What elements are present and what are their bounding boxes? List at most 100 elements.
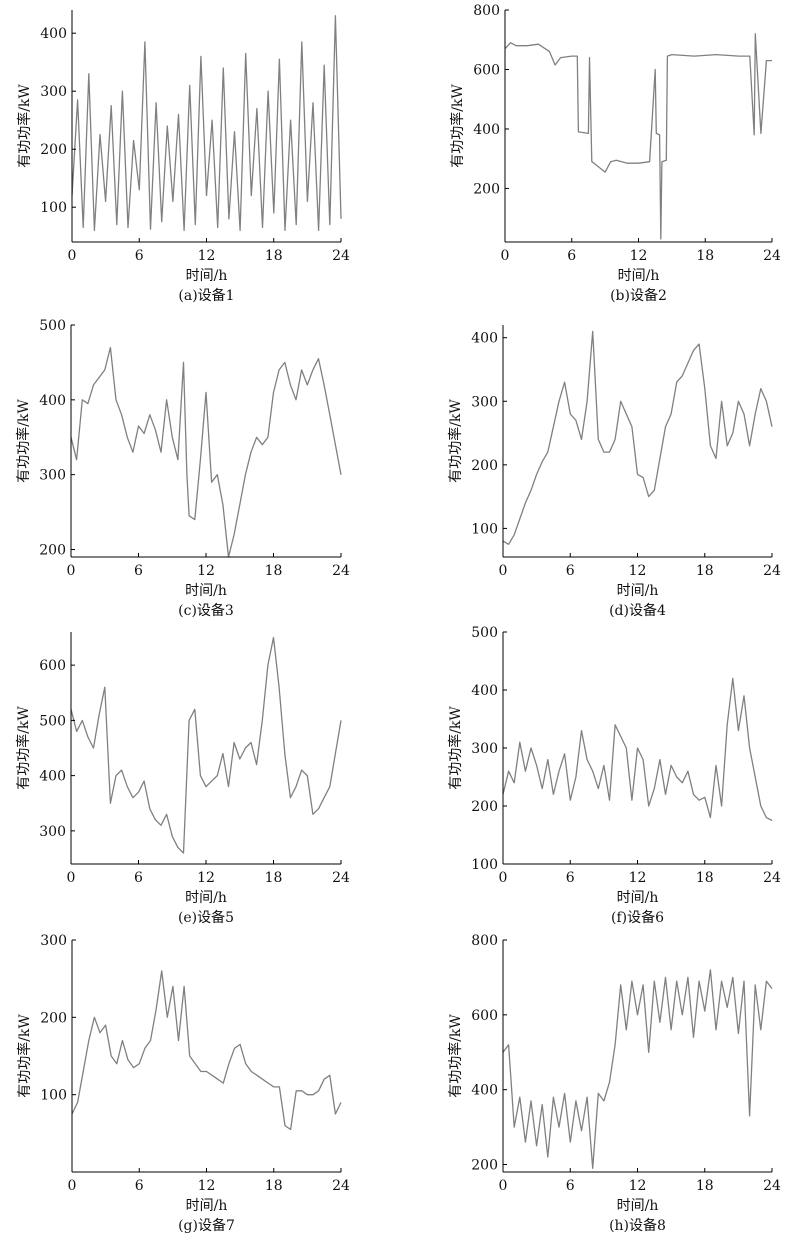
x-tick-label: 18 xyxy=(265,248,283,264)
panel-caption: (e)设备5 xyxy=(178,909,234,926)
series-line xyxy=(504,33,772,240)
x-axis-label: 时间/h xyxy=(617,890,659,906)
y-axis-label: 有功功率/kW xyxy=(449,84,466,168)
x-tick-label: 18 xyxy=(696,248,714,264)
x-tick-label: 12 xyxy=(629,563,647,579)
x-tick-label: 6 xyxy=(566,870,575,886)
x-tick-label: 12 xyxy=(629,870,647,886)
y-tick-label: 200 xyxy=(473,181,500,197)
y-tick-label: 300 xyxy=(471,741,498,757)
x-tick-label: 0 xyxy=(68,248,77,264)
x-tick-label: 0 xyxy=(499,1178,508,1194)
series-line xyxy=(502,969,773,1169)
y-tick-label: 800 xyxy=(471,933,498,949)
y-tick-label: 400 xyxy=(471,331,498,347)
panel-caption: (b)设备2 xyxy=(610,287,667,304)
chart-panel-4: 0 6 12 18 24 100 200 300 400 时间/h 有功功率/kW (d)设备4 xyxy=(447,325,781,619)
chart-panel-3: 0 6 12 18 24 200 300 400 500 时间/h 有功功率/kW (c)设备3 xyxy=(15,318,350,619)
series-line xyxy=(71,970,342,1131)
x-tick-label: 12 xyxy=(630,248,648,264)
x-tick-label: 18 xyxy=(265,870,283,886)
panel-caption: (h)设备8 xyxy=(609,1217,666,1234)
x-tick-label: 24 xyxy=(763,248,781,264)
x-tick-label: 6 xyxy=(567,248,576,264)
y-tick-label: 300 xyxy=(39,824,66,840)
y-tick-label: 200 xyxy=(471,1158,498,1174)
series-line xyxy=(502,330,773,545)
x-tick-label: 18 xyxy=(696,1178,714,1194)
series-line xyxy=(71,15,342,232)
x-axis-label: 时间/h xyxy=(185,890,227,906)
y-axis-label: 有功功率/kW xyxy=(15,399,32,483)
y-tick-label: 500 xyxy=(39,318,66,334)
series-line xyxy=(502,677,773,822)
y-tick-label: 200 xyxy=(40,1010,67,1026)
y-axis-label: 有功功率/kW xyxy=(16,1014,33,1098)
x-tick-label: 24 xyxy=(332,563,350,579)
y-axis-label: 有功功率/kW xyxy=(15,706,32,790)
x-tick-label: 6 xyxy=(566,563,575,579)
x-tick-label: 24 xyxy=(763,1178,781,1194)
y-tick-label: 400 xyxy=(471,1083,498,1099)
x-tick-label: 6 xyxy=(135,1178,144,1194)
x-tick-label: 12 xyxy=(197,563,215,579)
y-tick-label: 300 xyxy=(40,933,67,949)
y-tick-label: 400 xyxy=(39,769,66,785)
x-tick-label: 24 xyxy=(332,1178,350,1194)
x-tick-label: 24 xyxy=(763,563,781,579)
x-tick-label: 0 xyxy=(67,870,76,886)
panel-caption: (d)设备4 xyxy=(609,602,666,619)
y-tick-label: 300 xyxy=(40,84,67,100)
x-tick-label: 12 xyxy=(197,870,215,886)
y-tick-label: 300 xyxy=(39,468,66,484)
x-tick-label: 6 xyxy=(134,870,143,886)
x-tick-label: 18 xyxy=(696,870,714,886)
y-tick-label: 400 xyxy=(471,683,498,699)
y-tick-label: 400 xyxy=(473,122,500,138)
y-tick-label: 300 xyxy=(471,394,498,410)
x-axis-label: 时间/h xyxy=(186,1198,228,1214)
y-axis-label: 有功功率/kW xyxy=(447,1014,464,1098)
series-line xyxy=(70,636,342,854)
chart-panel-6: 0 6 12 18 24 100 200 300 400 500 时间/h 有功功率/kW (f)设备6 xyxy=(447,625,781,926)
x-axis-label: 时间/h xyxy=(617,1198,659,1214)
panel-caption: (c)设备3 xyxy=(178,602,234,619)
y-tick-label: 800 xyxy=(473,3,500,19)
y-tick-label: 600 xyxy=(471,1008,498,1024)
x-axis-label: 时间/h xyxy=(617,583,659,599)
y-axis-label: 有功功率/kW xyxy=(447,706,464,790)
y-tick-label: 100 xyxy=(40,1088,67,1104)
chart-panel-7: 0 6 12 18 24 100 200 300 时间/h 有功功率/kW (g)设备7 xyxy=(16,933,350,1234)
y-axis-label: 有功功率/kW xyxy=(16,84,33,168)
x-axis-label: 时间/h xyxy=(186,268,228,284)
y-tick-label: 200 xyxy=(471,458,498,474)
y-tick-label: 200 xyxy=(471,799,498,815)
x-tick-label: 0 xyxy=(501,248,510,264)
x-tick-label: 6 xyxy=(134,563,143,579)
x-tick-label: 18 xyxy=(265,1178,283,1194)
y-tick-label: 400 xyxy=(40,26,67,42)
y-tick-label: 200 xyxy=(40,142,67,158)
y-tick-label: 500 xyxy=(39,713,66,729)
x-tick-label: 0 xyxy=(68,1178,77,1194)
panel-caption: (a)设备1 xyxy=(178,287,234,304)
x-tick-label: 24 xyxy=(332,248,350,264)
x-tick-label: 12 xyxy=(198,1178,216,1194)
y-tick-label: 600 xyxy=(473,62,500,78)
x-tick-label: 0 xyxy=(67,563,76,579)
x-tick-label: 18 xyxy=(696,563,714,579)
chart-panel-5: 0 6 12 18 24 300 400 500 600 时间/h 有功功率/kW (e)设备5 xyxy=(15,632,350,926)
series-line xyxy=(70,346,342,558)
y-tick-label: 100 xyxy=(471,857,498,873)
x-tick-label: 0 xyxy=(499,563,508,579)
y-tick-label: 500 xyxy=(471,625,498,641)
x-tick-label: 24 xyxy=(763,870,781,886)
x-tick-label: 6 xyxy=(135,248,144,264)
y-tick-label: 400 xyxy=(39,393,66,409)
panel-caption: (f)设备6 xyxy=(611,909,664,926)
x-tick-label: 12 xyxy=(629,1178,647,1194)
x-tick-label: 0 xyxy=(499,870,508,886)
chart-panel-2: 0 6 12 18 24 200 400 600 800 时间/h 有功功率/kW (b)设备2 xyxy=(449,3,781,304)
